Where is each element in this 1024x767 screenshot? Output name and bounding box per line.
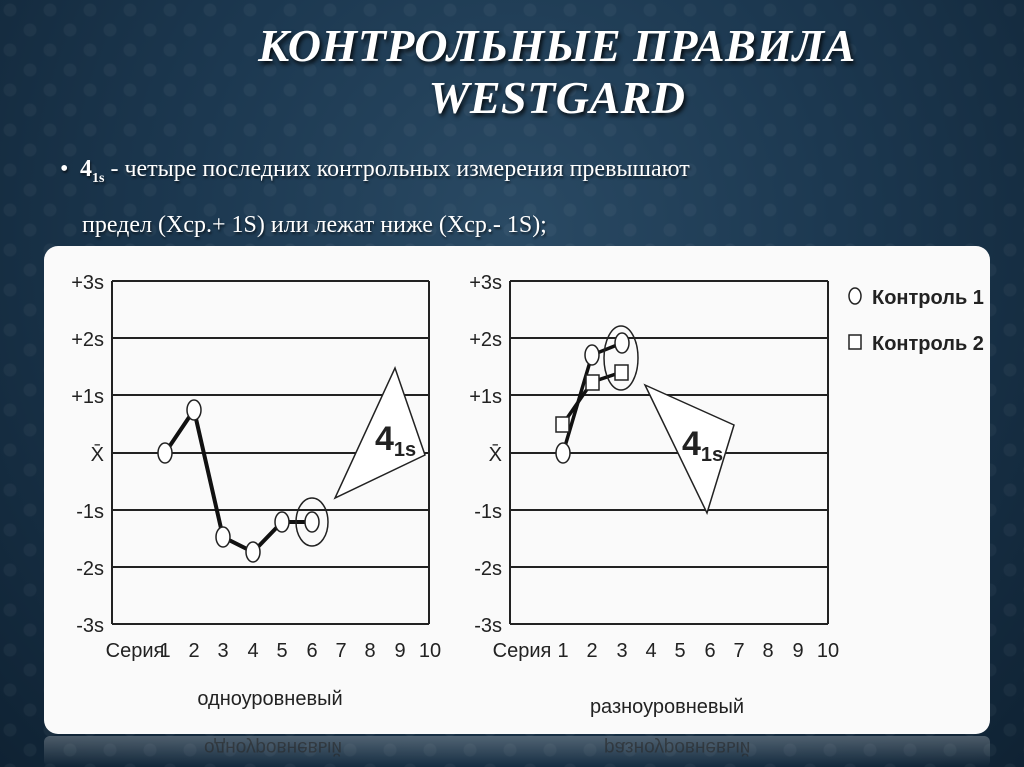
- svg-text:-1s: -1s: [76, 501, 104, 523]
- svg-text:-2s: -2s: [76, 558, 104, 580]
- svg-text:8: 8: [762, 640, 773, 662]
- svg-text:2: 2: [188, 640, 199, 662]
- x-axis-labels: Серия 1 2 3 4 5 6 7 8 9 10: [106, 640, 441, 662]
- svg-text:+3s: +3s: [469, 272, 502, 294]
- control2-markers: [555, 364, 629, 433]
- control1-markers: [555, 332, 630, 464]
- svg-text:6: 6: [704, 640, 715, 662]
- y-axis-labels: +3s +2s +1s X̄ -1s -2s -3s: [469, 272, 502, 637]
- rule-text-line2: предел (Хср.+ 1S) или лежат ниже (Хср.- …: [82, 211, 547, 238]
- slide-title: КОНТРОЛЬНЫЕ ПРАВИЛА WESTGARD: [0, 20, 1024, 124]
- chart-2-title: разноуровневый: [590, 696, 744, 718]
- svg-text:-2s: -2s: [474, 558, 502, 580]
- svg-text:8: 8: [364, 640, 375, 662]
- rule-callout-triangle: [643, 383, 735, 516]
- legend-circle-icon: [848, 287, 862, 305]
- highlight-circle: [295, 497, 329, 547]
- svg-text:10: 10: [817, 640, 839, 662]
- bullet-icon: •: [60, 156, 69, 182]
- rule-description: • 41s - четыре последних контрольных изме…: [60, 146, 990, 248]
- svg-text:-1s: -1s: [474, 501, 502, 523]
- svg-text:+2s: +2s: [469, 329, 502, 351]
- svg-text:1: 1: [557, 640, 568, 662]
- rule-name: 41s: [80, 156, 105, 186]
- title-line-2: WESTGARD: [428, 72, 686, 123]
- svg-text:Серия: Серия: [106, 640, 165, 662]
- svg-text:X̄: X̄: [91, 443, 104, 466]
- svg-text:1: 1: [159, 640, 170, 662]
- svg-text:+1s: +1s: [469, 386, 502, 408]
- svg-text:Серия: Серия: [493, 640, 552, 662]
- chart-panel: +3s +2s +1s X̄ -1s -2s -3s Серия 1 2 3 4…: [44, 246, 990, 734]
- svg-text:5: 5: [276, 640, 287, 662]
- svg-text:2: 2: [586, 640, 597, 662]
- callout-label: 41s: [682, 425, 723, 466]
- svg-text:7: 7: [733, 640, 744, 662]
- svg-text:4: 4: [247, 640, 258, 662]
- legend-control1: Контроль 1: [872, 287, 984, 309]
- legend-control2: Контроль 2: [872, 333, 984, 355]
- chart-multi-level: +3s +2s +1s X̄ -1s -2s -3s Серия 1 2 3 4…: [469, 272, 984, 718]
- rule-callout-triangle: [333, 365, 426, 500]
- chart-1-title: одноуровневый: [197, 688, 342, 710]
- svg-text:4: 4: [645, 640, 656, 662]
- svg-text:3: 3: [217, 640, 228, 662]
- svg-text:5: 5: [674, 640, 685, 662]
- svg-text:X̄: X̄: [489, 443, 502, 466]
- title-line-1: КОНТРОЛЬНЫЕ ПРАВИЛА: [258, 20, 856, 71]
- rule-text-line1: - четыре последних контрольных измерения…: [104, 156, 690, 182]
- svg-text:+2s: +2s: [71, 329, 104, 351]
- callout-label: 41s: [375, 420, 416, 461]
- svg-text:10: 10: [419, 640, 441, 662]
- highlight-circle: [603, 325, 639, 391]
- legend: Контроль 1 Контроль 2: [848, 287, 984, 355]
- control1-line: [163, 405, 312, 555]
- svg-text:+1s: +1s: [71, 386, 104, 408]
- control1-markers: [157, 399, 320, 563]
- svg-text:-3s: -3s: [76, 615, 104, 637]
- svg-text:-3s: -3s: [474, 615, 502, 637]
- chart-single-level: +3s +2s +1s X̄ -1s -2s -3s Серия 1 2 3 4…: [71, 272, 441, 710]
- panel-reflection: одноуровневый разноуровневый: [44, 736, 990, 767]
- svg-text:9: 9: [394, 640, 405, 662]
- svg-text:7: 7: [335, 640, 346, 662]
- svg-text:6: 6: [306, 640, 317, 662]
- legend-square-icon: [848, 334, 862, 350]
- svg-text:+3s: +3s: [71, 272, 104, 294]
- svg-text:9: 9: [792, 640, 803, 662]
- svg-text:3: 3: [616, 640, 627, 662]
- x-axis-labels: Серия 1 2 3 4 5 6 7 8 9 10: [493, 640, 839, 662]
- y-axis-labels: +3s +2s +1s X̄ -1s -2s -3s: [71, 272, 104, 637]
